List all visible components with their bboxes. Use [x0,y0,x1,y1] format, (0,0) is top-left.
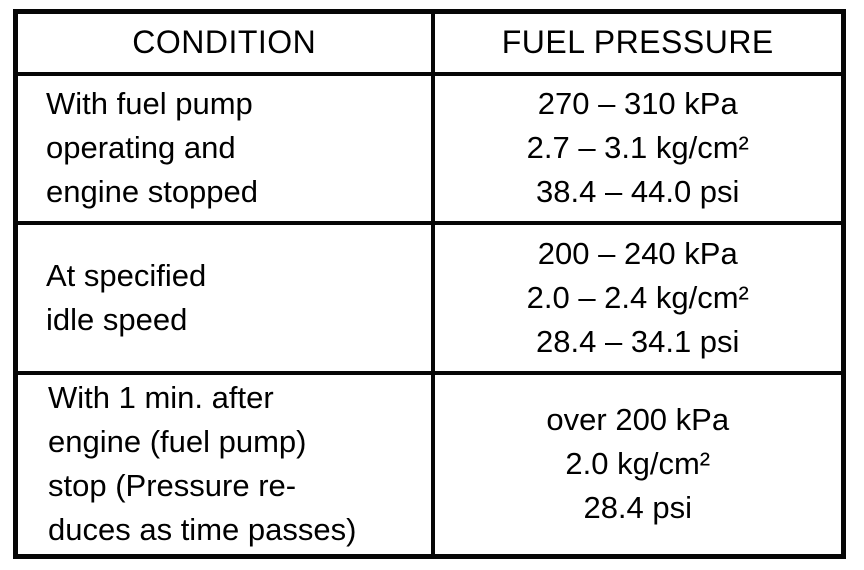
condition-cell-idle-speed: At specified idle speed [13,221,435,375]
table-header-row: CONDITION FUEL PRESSURE [13,9,846,76]
fuel-pressure-spec-table: CONDITION FUEL PRESSURE With fuel pump o… [13,9,846,559]
pressure-cell-idle-speed: 200 – 240 kPa 2.0 – 2.4 kg/cm² 28.4 – 34… [430,221,846,375]
fuel-pressure-column-header: FUEL PRESSURE [430,9,846,76]
condition-cell-pump-operating: With fuel pump operating and engine stop… [13,71,435,226]
table-row-idle-speed: At specified idle speed 200 – 240 kPa 2.… [13,221,846,375]
condition-column-header: CONDITION [13,9,435,76]
pressure-cell-pump-operating: 270 – 310 kPa 2.7 – 3.1 kg/cm² 38.4 – 44… [430,71,846,226]
table-row-pump-operating: With fuel pump operating and engine stop… [13,71,846,226]
table-row-after-stop: With 1 min. after engine (fuel pump) sto… [13,370,846,559]
condition-cell-after-stop: With 1 min. after engine (fuel pump) sto… [13,370,435,559]
pressure-cell-after-stop: over 200 kPa 2.0 kg/cm² 28.4 psi [430,370,846,559]
